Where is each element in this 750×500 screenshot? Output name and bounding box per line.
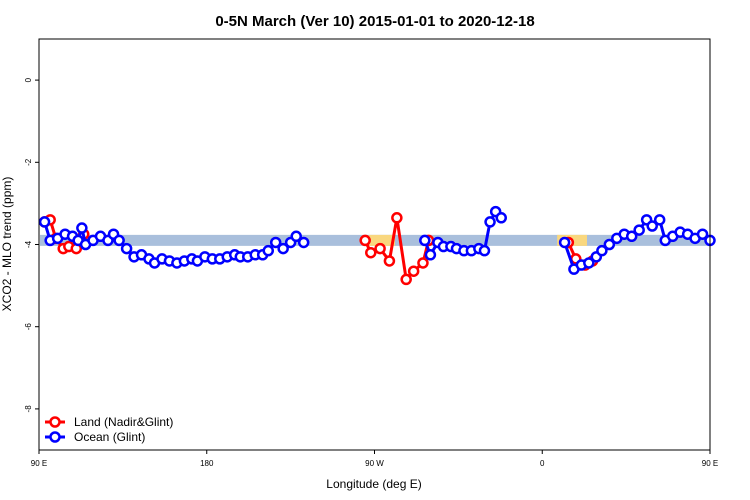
series-layer	[38, 205, 716, 286]
y-tick-label: 0	[24, 77, 33, 82]
data-point	[484, 216, 496, 228]
data-point	[297, 236, 310, 249]
data-point	[633, 224, 645, 236]
data-point	[583, 257, 595, 269]
data-point	[400, 273, 412, 286]
y-tick-label: -8	[24, 405, 33, 413]
data-point	[120, 242, 133, 255]
series-ocean	[38, 205, 716, 275]
data-point	[269, 236, 282, 249]
data-point	[365, 246, 377, 259]
legend: Land (Nadir&Glint) Ocean (Glint)	[45, 415, 173, 444]
data-point	[417, 257, 429, 269]
y-tick-label: -6	[24, 323, 33, 331]
data-point	[391, 212, 403, 224]
data-point	[374, 242, 386, 255]
data-point	[407, 265, 420, 277]
data-point	[290, 230, 302, 243]
legend-ocean-marker	[49, 431, 61, 443]
x-tick-label: 90 W	[365, 459, 384, 468]
data-point	[383, 255, 396, 267]
data-point	[277, 242, 289, 255]
data-point	[359, 234, 371, 247]
data-point	[646, 220, 658, 232]
x-tick-label: 0	[540, 459, 545, 468]
x-tick-label: 180	[200, 459, 214, 468]
y-tick-label: -2	[24, 158, 33, 166]
x-tick-label: 90 E	[31, 459, 47, 468]
data-point	[262, 244, 275, 257]
data-point	[478, 244, 491, 257]
data-point	[558, 236, 571, 249]
data-point	[424, 249, 437, 261]
y-axis-label: XCO2 - MLO trend (ppm)	[0, 177, 14, 312]
data-point	[653, 214, 666, 226]
data-point	[625, 230, 638, 243]
legend-ocean-label: Ocean (Glint)	[74, 430, 145, 444]
legend-land-marker	[49, 416, 61, 428]
data-point	[603, 238, 616, 251]
data-point	[38, 216, 51, 228]
axes: 90 E 180 90 W 0 90 E 0 -2 -4 -6 -8	[24, 77, 718, 468]
data-point	[495, 212, 507, 224]
chart-title: 0-5N March (Ver 10) 2015-01-01 to 2020-1…	[215, 13, 534, 30]
y-tick-label: -4	[24, 240, 33, 248]
data-point	[696, 228, 709, 240]
data-point	[76, 222, 88, 234]
x-tick-label: 90 E	[702, 459, 718, 468]
data-point	[113, 234, 125, 247]
data-point	[596, 244, 608, 257]
x-axis-label: Longitude (deg E)	[326, 477, 421, 491]
data-point	[419, 234, 431, 247]
legend-land-label: Land (Nadir&Glint)	[74, 415, 173, 429]
